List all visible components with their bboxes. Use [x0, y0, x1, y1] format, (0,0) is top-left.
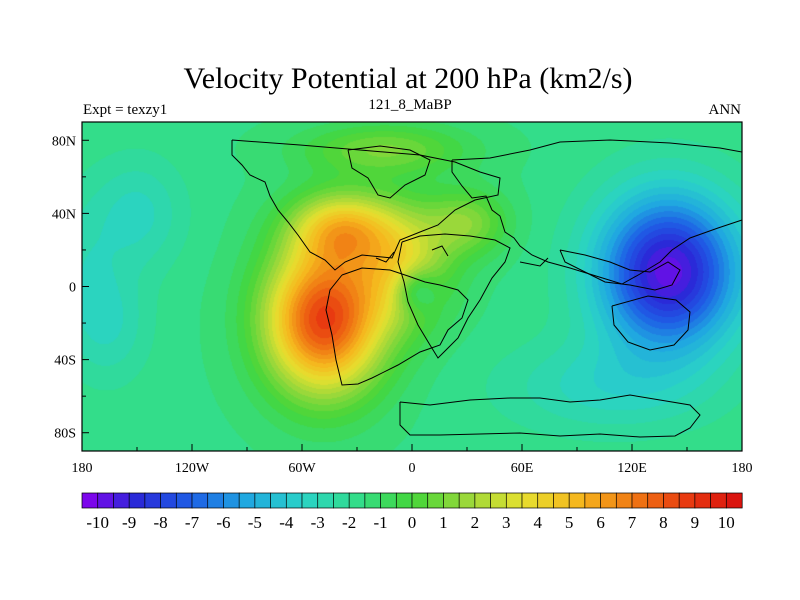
- colorbar-label: 3: [502, 513, 511, 532]
- colorbar-swatch: [631, 492, 649, 509]
- x-tick-label: 60W: [288, 461, 316, 476]
- y-axis: 80N 40N 0 40S 80S: [52, 134, 89, 442]
- colorbar-swatch: [395, 492, 413, 509]
- coast-fragment-3: [375, 251, 395, 263]
- velocity-potential-field: [82, 122, 742, 451]
- colorbar-label: 4: [533, 513, 542, 532]
- colorbar-swatch: [207, 492, 224, 509]
- colorbar-swatch: [490, 492, 507, 509]
- colorbar-swatch: [175, 492, 193, 509]
- colorbar-swatch: [615, 492, 633, 509]
- colorbar-label: 7: [628, 513, 637, 532]
- coast-fragment-2: [519, 257, 549, 267]
- colorbar-swatch: [678, 492, 696, 509]
- coast-greenland: [347, 145, 431, 199]
- colorbar-swatch: [223, 492, 240, 509]
- colorbar-label: 5: [565, 513, 574, 532]
- colorbar-swatch: [600, 492, 617, 509]
- colorbar-swatch: [474, 492, 492, 509]
- x-tick-label: 120W: [175, 461, 210, 476]
- coast-india-seasia: [559, 249, 681, 291]
- colorbar-swatch: [348, 492, 366, 509]
- colorbar-swatch: [458, 492, 476, 509]
- colorbar-label: 0: [408, 513, 417, 532]
- colorbar-label: -8: [153, 513, 167, 532]
- colorbar-swatch: [254, 492, 272, 509]
- colorbar-swatch: [694, 492, 712, 509]
- colorbar-swatch: [333, 492, 350, 509]
- colorbar-swatch: [97, 492, 114, 509]
- colorbar-swatch: [113, 492, 130, 509]
- colorbar-swatch: [301, 492, 319, 509]
- experiment-label: Expt = texzy1: [83, 102, 167, 118]
- y-tick-label: 80S: [54, 427, 76, 442]
- colorbar-swatch: [411, 492, 429, 509]
- coast-antarctica: [399, 394, 701, 438]
- colorbar-label: -5: [248, 513, 262, 532]
- colorbar-swatch: [238, 492, 256, 509]
- coastline-layer: [231, 139, 743, 438]
- colorbar-label: -4: [279, 513, 294, 532]
- coast-fragment-1: [431, 245, 449, 257]
- y-tick-label: 80N: [52, 134, 76, 149]
- map-area: [81, 121, 743, 452]
- colorbar-swatch: [144, 492, 162, 509]
- colorbar-swatch: [647, 492, 664, 509]
- coast-south-america: [325, 267, 469, 386]
- colorbar-swatch: [505, 492, 523, 509]
- x-axis: 180 120W 60W 0 60E 120E 180: [72, 444, 753, 476]
- x-tick-label: 180: [732, 461, 753, 476]
- colorbar-label: -10: [86, 513, 109, 532]
- coast-africa: [397, 233, 511, 359]
- colorbar-swatch: [725, 492, 743, 509]
- colorbar-label: 1: [439, 513, 448, 532]
- colorbar-swatch: [443, 492, 460, 509]
- y-tick-label: 0: [69, 281, 76, 296]
- colorbar-swatch: [521, 492, 539, 509]
- colorbar-label: 6: [596, 513, 605, 532]
- colorbar-swatch: [584, 492, 602, 509]
- colorbar-swatch: [568, 492, 586, 509]
- chart-title: Velocity Potential at 200 hPa (km2/s): [183, 62, 632, 95]
- colorbar-label: -6: [216, 513, 230, 532]
- colorbar-label: 2: [471, 513, 480, 532]
- colorbar-swatch: [710, 492, 727, 509]
- colorbar: -10 -9 -8 -7 -6 -5 -4 -3 -2 -1 0 1 2 3 4 5 6 7 8 9 10: [81, 492, 743, 532]
- colorbar-swatch: [285, 492, 303, 509]
- colorbar-swatch: [364, 492, 382, 509]
- colorbar-label: 8: [659, 513, 668, 532]
- coast-australia: [611, 295, 691, 351]
- colorbar-swatch: [160, 492, 177, 509]
- x-tick-label: 60E: [511, 461, 534, 476]
- colorbar-swatch: [553, 492, 570, 509]
- coast-north-america: [231, 139, 501, 271]
- colorbar-swatch: [191, 492, 209, 509]
- colorbar-label: -1: [373, 513, 387, 532]
- colorbar-swatch: [380, 492, 397, 509]
- y-tick-label: 40N: [52, 207, 76, 222]
- run-label: 121_8_MaBP: [368, 97, 451, 113]
- colorbar-label: -3: [311, 513, 325, 532]
- colorbar-swatch: [427, 492, 444, 509]
- y-tick-label: 40S: [54, 354, 76, 369]
- x-tick-label: 180: [72, 461, 93, 476]
- x-tick-label: 0: [409, 461, 416, 476]
- colorbar-swatch: [537, 492, 554, 509]
- colorbar-swatch: [270, 492, 287, 509]
- colorbar-label: -9: [122, 513, 136, 532]
- colorbar-swatch: [663, 492, 680, 509]
- colorbar-swatch: [317, 492, 334, 509]
- x-tick-label: 120E: [617, 461, 647, 476]
- colorbar-swatch: [81, 492, 99, 509]
- colorbar-swatch: [128, 492, 146, 509]
- colorbar-label: -2: [342, 513, 356, 532]
- colorbar-label: 9: [691, 513, 700, 532]
- season-label: ANN: [709, 102, 742, 118]
- colorbar-label: 10: [718, 513, 735, 532]
- colorbar-label: -7: [185, 513, 200, 532]
